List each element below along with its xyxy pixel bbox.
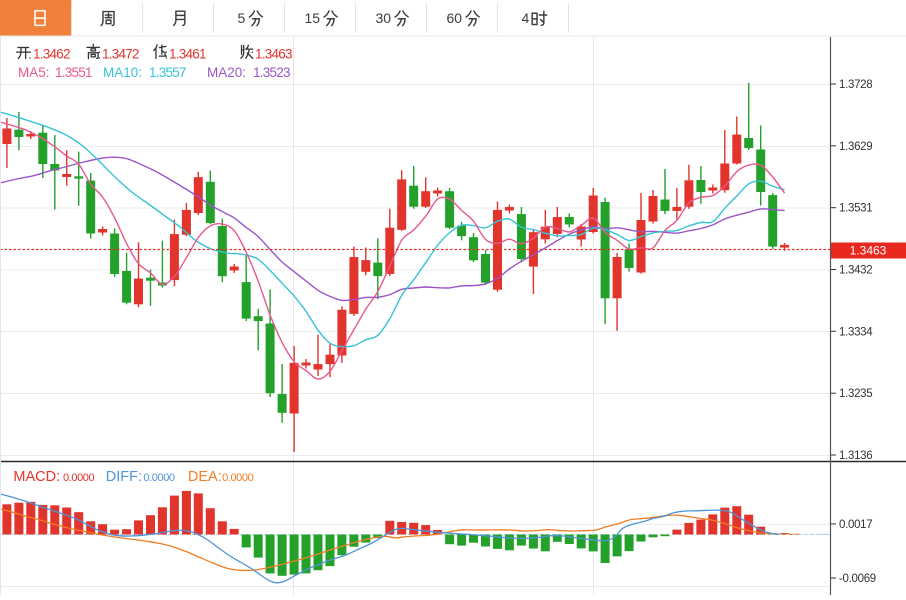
svg-text:1.3463: 1.3463 [850,244,887,258]
svg-text::: : [28,47,32,62]
svg-text:1.3557: 1.3557 [149,65,186,80]
svg-text::: : [251,47,255,62]
svg-text:DEA:: DEA: [188,469,222,485]
svg-text:30: 30 [376,10,392,26]
svg-text:0.0000: 0.0000 [222,472,254,484]
svg-text:1.3334: 1.3334 [839,326,873,338]
svg-text:5: 5 [238,10,246,26]
svg-text:1.3235: 1.3235 [839,388,872,400]
svg-text:MA10:: MA10: [103,65,142,80]
svg-text:1.3432: 1.3432 [839,265,872,277]
svg-text:MACD:: MACD: [13,469,60,485]
svg-text::: : [98,47,102,62]
svg-text:1.3728: 1.3728 [839,79,872,91]
svg-text:1.3462: 1.3462 [33,47,70,62]
svg-text:0.0017: 0.0017 [839,519,872,531]
svg-text:0.0000: 0.0000 [63,472,95,484]
svg-text:-0.0069: -0.0069 [839,573,876,585]
svg-text:1.3629: 1.3629 [839,141,872,153]
svg-text:1.3472: 1.3472 [102,47,139,62]
svg-text:1.3523: 1.3523 [253,65,290,80]
svg-text:1.3531: 1.3531 [839,203,872,215]
svg-text:60: 60 [447,10,463,26]
svg-text:MA20:: MA20: [207,65,246,80]
svg-text:4: 4 [522,10,530,26]
svg-text:1.3463: 1.3463 [255,47,292,62]
svg-text:0.0000: 0.0000 [143,472,175,484]
svg-text:15: 15 [305,10,321,26]
svg-text:1.3136: 1.3136 [839,450,872,462]
svg-text:1.3461: 1.3461 [169,47,206,62]
svg-text::: : [165,47,169,62]
svg-text:1.3551: 1.3551 [55,65,92,80]
svg-text:MA5:: MA5: [18,65,50,80]
svg-text:DIFF:: DIFF: [106,469,142,485]
